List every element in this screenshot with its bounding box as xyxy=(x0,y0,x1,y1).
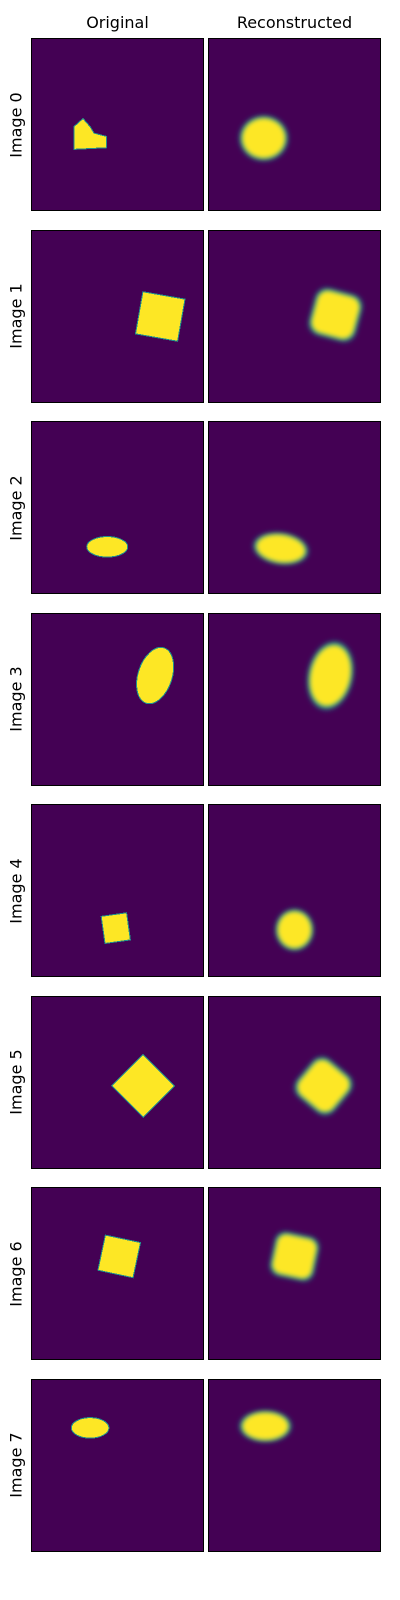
reconstructed-shape xyxy=(309,644,351,706)
reconstructed-image-panel xyxy=(208,1187,381,1360)
reconstructed-image-panel xyxy=(208,804,381,977)
original-shape xyxy=(134,290,186,342)
reconstructed-shape xyxy=(311,290,360,339)
original-image xyxy=(32,805,203,976)
reconstructed-image-panel xyxy=(208,612,381,786)
reconstructed-shape xyxy=(256,534,306,563)
original-image xyxy=(32,613,203,785)
original-shape xyxy=(97,1234,142,1279)
reconstructed-image-panel xyxy=(208,1378,381,1552)
reconstructed-shape xyxy=(272,1234,317,1279)
original-shape xyxy=(70,1416,110,1439)
reconstructed-image xyxy=(209,613,380,785)
original-image-panel xyxy=(31,804,204,977)
original-shape xyxy=(100,912,131,945)
original-image-panel xyxy=(31,995,204,1169)
reconstructed-image xyxy=(209,996,380,1168)
original-shape xyxy=(136,646,175,704)
reconstructed-image-panel xyxy=(208,38,381,211)
original-image xyxy=(32,39,203,210)
original-image-panel xyxy=(31,1187,204,1360)
row-label-text: Image 6 xyxy=(6,1240,26,1307)
reconstructed-image xyxy=(209,1188,380,1359)
original-image-panel xyxy=(31,229,204,403)
original-image xyxy=(32,422,203,593)
column-header-reconstructed: Reconstructed xyxy=(236,13,353,32)
reconstructed-image-panel xyxy=(208,229,381,403)
reconstructed-shape xyxy=(242,1411,289,1440)
row-label-text: Image 7 xyxy=(6,1432,26,1498)
original-image xyxy=(32,1379,203,1551)
reconstructed-image xyxy=(209,39,380,210)
reconstructed-image-panel xyxy=(208,995,381,1169)
reconstructed-image xyxy=(209,805,380,976)
reconstructed-shape xyxy=(277,911,312,949)
reconstructed-image xyxy=(209,230,380,402)
reconstructed-image-panel xyxy=(208,421,381,594)
row-label-text: Image 3 xyxy=(6,666,26,732)
row-label-text: Image 1 xyxy=(6,283,26,349)
original-image-panel xyxy=(31,612,204,786)
original-shape xyxy=(110,1053,176,1118)
reconstructed-image xyxy=(209,422,380,593)
row-label-text: Image 4 xyxy=(6,857,26,924)
reconstructed-shape xyxy=(297,1059,350,1112)
original-image-panel xyxy=(31,1378,204,1552)
original-image-panel xyxy=(31,38,204,211)
row-label-text: Image 2 xyxy=(6,474,26,541)
original-image-panel xyxy=(31,421,204,594)
original-image xyxy=(32,230,203,402)
reconstructed-image xyxy=(209,1379,380,1551)
original-image xyxy=(32,996,203,1168)
original-shape xyxy=(86,536,129,558)
original-image xyxy=(32,1188,203,1359)
reconstructed-shape xyxy=(242,118,286,159)
column-header-original: Original xyxy=(86,13,149,32)
row-label-text: Image 0 xyxy=(6,91,26,158)
original-shape xyxy=(73,117,107,150)
row-label-text: Image 5 xyxy=(6,1049,26,1115)
